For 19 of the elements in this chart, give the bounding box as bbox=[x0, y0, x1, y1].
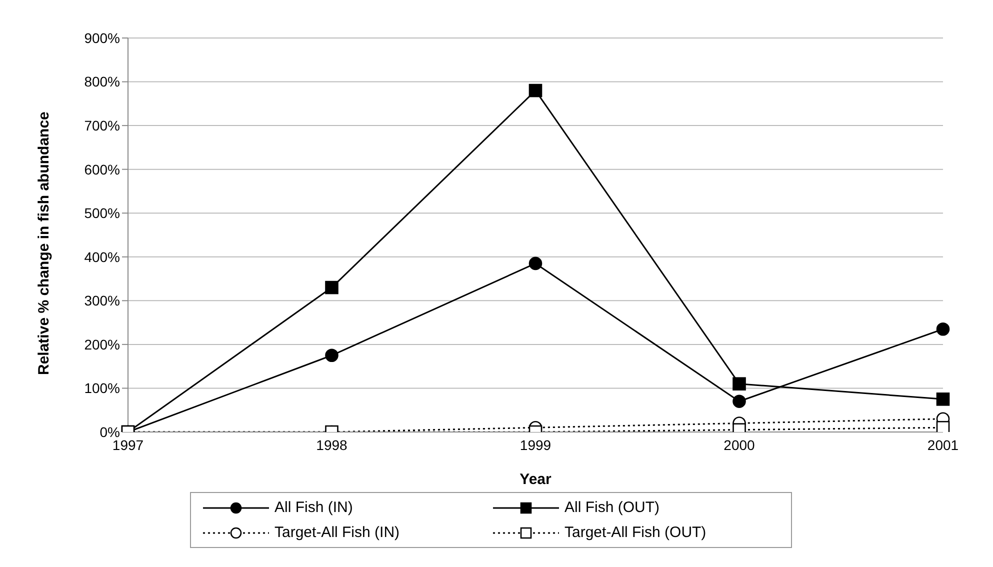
x-tick-label: 1999 bbox=[520, 436, 552, 453]
y-tick-label: 700% bbox=[84, 118, 120, 134]
x-tick-label: 1998 bbox=[316, 436, 348, 453]
x-tick-label: 2000 bbox=[724, 436, 756, 453]
y-tick-label: 200% bbox=[84, 336, 120, 352]
x-axis-title: Year bbox=[520, 471, 552, 488]
legend-label: Target-All Fish (OUT) bbox=[564, 524, 706, 541]
y-tick-label: 900% bbox=[84, 30, 120, 46]
y-tick-label: 600% bbox=[84, 161, 120, 178]
legend-label: All Fish (IN) bbox=[274, 499, 353, 516]
y-axis-title: Relative % change in fish abundance bbox=[35, 112, 52, 375]
legend-label: Target-All Fish (IN) bbox=[274, 524, 400, 541]
y-tick-label: 400% bbox=[84, 248, 120, 265]
y-tick-label: 300% bbox=[84, 292, 120, 309]
legend-label: All Fish (OUT) bbox=[564, 499, 660, 516]
y-tick-label: 800% bbox=[84, 74, 120, 90]
y-tick-label: 100% bbox=[84, 380, 120, 396]
x-tick-label: 2001 bbox=[927, 436, 959, 453]
y-tick-label: 500% bbox=[84, 205, 120, 222]
